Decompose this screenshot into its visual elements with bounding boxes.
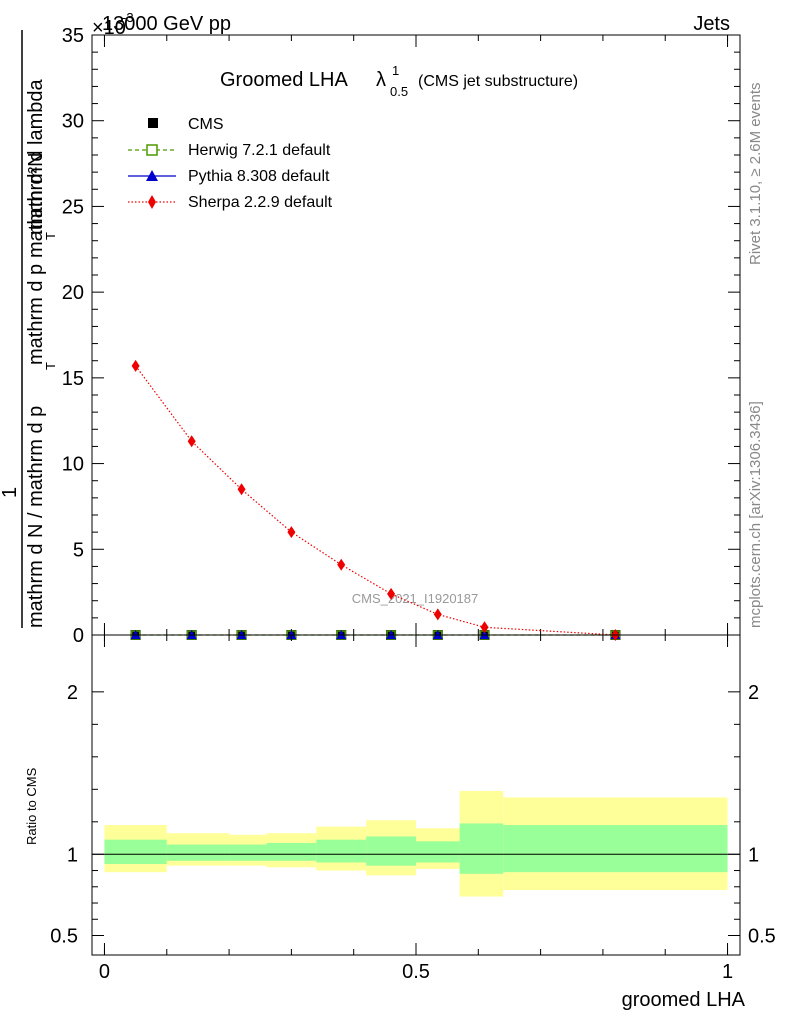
- ratio-x-axis: 0 0.5 1: [99, 635, 733, 983]
- main-ytick-label: 5: [73, 539, 84, 561]
- sherpa-point: [187, 435, 196, 448]
- header-process: 13000 GeV pp: [102, 13, 231, 35]
- sherpa-point: [433, 608, 442, 621]
- legend: CMS Herwig 7.2.1 default Pythia 8.308 de…: [128, 116, 333, 211]
- sherpa-point: [337, 558, 346, 571]
- ratio-green-band: [366, 836, 416, 866]
- ratio-ytick-label: 0.5: [50, 926, 78, 948]
- ratio-xtick-label: 0: [99, 961, 110, 983]
- legend-marker-pythia: [146, 170, 158, 181]
- title-sup: 1: [392, 63, 399, 78]
- ratio-ytick-label: 1: [67, 844, 78, 866]
- sherpa-point: [387, 587, 396, 600]
- legend-item-pythia: Pythia 8.308 default: [128, 168, 330, 185]
- ratio-green-band: [416, 841, 460, 863]
- ratio-green-band: [229, 844, 267, 861]
- rivet-label: Rivet 3.1.10, ≥ 2.6M events: [747, 83, 764, 266]
- main-ytick-label: 30: [62, 111, 84, 133]
- ylabel-fraction-left: 1: [0, 487, 21, 498]
- main-ytick-label: 10: [62, 454, 84, 476]
- ratio-green-band: [266, 842, 317, 861]
- ratio-y-axis: 0.5 0.5 1 1 2 2: [50, 682, 776, 948]
- ratio-xtick-label: 1: [722, 961, 733, 983]
- ratio-bands-layer: [104, 790, 728, 897]
- ylabel-numerator: mathrm d²N: [25, 152, 47, 258]
- ratio-green-band: [503, 825, 728, 873]
- ylabel-subscript-t1: T: [43, 362, 58, 370]
- ratio-ytick-label-right: 2: [748, 682, 759, 704]
- legend-marker-cms: [148, 118, 158, 128]
- title-lambda: λ: [376, 69, 386, 91]
- ratio-green-band: [459, 823, 504, 874]
- legend-label-herwig: Herwig 7.2.1 default: [188, 142, 331, 159]
- sherpa-point: [480, 621, 489, 634]
- title-sub: 0.5: [390, 84, 408, 99]
- sherpa-point: [287, 526, 296, 539]
- ylabel-line2-rest: mathrm d lambda: [25, 79, 47, 235]
- ratio-ytick-label-right: 1: [748, 844, 759, 866]
- main-y-axis: 0 5 10 15 20 25 30 35: [62, 25, 740, 647]
- ratio-green-band: [104, 839, 167, 865]
- ratio-ytick-label-right: 0.5: [748, 926, 776, 948]
- ratio-panel-frame: [91, 634, 741, 956]
- sherpa-point: [237, 483, 246, 496]
- main-ytick-label: 20: [62, 282, 84, 304]
- title-note: (CMS jet substructure): [418, 73, 578, 90]
- legend-label-pythia: Pythia 8.308 default: [188, 168, 330, 185]
- exponent-label: ×10: [92, 17, 126, 39]
- x-axis-label: groomed LHA: [622, 989, 746, 1011]
- main-ytick-label: 35: [62, 25, 84, 47]
- ratio-green-band: [316, 839, 367, 863]
- ylabel-subscript-t2: T: [43, 232, 58, 240]
- main-y-axis-label: mathrm d²N 1 mathrm d N / mathrm d p T m…: [0, 30, 58, 628]
- exponent-power: -3: [122, 10, 134, 25]
- main-title: Groomed LHA λ 1 0.5 (CMS jet substructur…: [220, 63, 578, 99]
- main-ytick-label: 0: [73, 625, 84, 647]
- ratio-y-label: Ratio to CMS: [24, 767, 39, 845]
- ylabel-mid: mathrm d p: [25, 264, 47, 365]
- mcplots-label: mcplots.cern.ch [arXiv:1306.3436]: [747, 401, 764, 628]
- legend-label-sherpa: Sherpa 2.2.9 default: [188, 194, 333, 211]
- sherpa-point: [131, 359, 140, 372]
- legend-item-herwig: Herwig 7.2.1 default: [128, 142, 331, 159]
- analysis-id: CMS_2021_I1920187: [352, 591, 479, 606]
- header-category: Jets: [693, 13, 730, 35]
- legend-marker-herwig: [146, 144, 158, 156]
- legend-item-sherpa: Sherpa 2.2.9 default: [128, 194, 333, 211]
- ratio-green-band: [166, 844, 230, 861]
- main-ytick-label: 25: [62, 196, 84, 218]
- ratio-ytick-label: 2: [67, 682, 78, 704]
- title-main: Groomed LHA: [220, 69, 348, 91]
- ratio-xtick-label: 0.5: [402, 961, 430, 983]
- legend-item-cms: CMS: [148, 116, 224, 133]
- main-ytick-label: 15: [62, 368, 84, 390]
- legend-label-cms: CMS: [188, 116, 224, 133]
- legend-marker-sherpa: [148, 195, 156, 209]
- ylabel-denominator: mathrm d N / mathrm d p: [25, 406, 47, 628]
